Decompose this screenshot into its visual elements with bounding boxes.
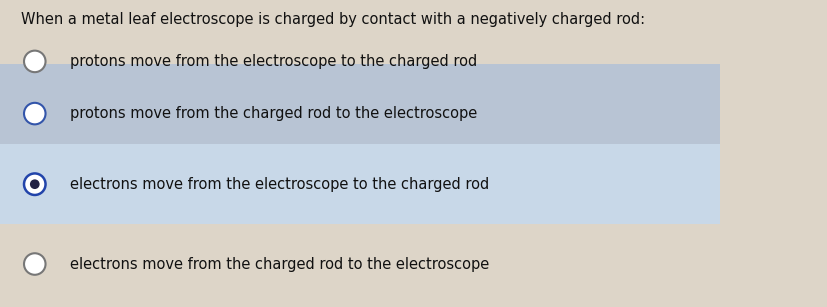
- Text: protons move from the charged rod to the electroscope: protons move from the charged rod to the…: [70, 106, 477, 121]
- Text: electrons move from the electroscope to the charged rod: electrons move from the electroscope to …: [70, 177, 489, 192]
- Text: protons move from the electroscope to the charged rod: protons move from the electroscope to th…: [70, 54, 477, 69]
- FancyBboxPatch shape: [0, 64, 719, 144]
- Ellipse shape: [24, 103, 45, 124]
- Ellipse shape: [24, 51, 45, 72]
- FancyBboxPatch shape: [0, 144, 719, 224]
- Ellipse shape: [30, 179, 40, 189]
- Ellipse shape: [24, 253, 45, 275]
- Ellipse shape: [24, 173, 45, 195]
- Text: electrons move from the charged rod to the electroscope: electrons move from the charged rod to t…: [70, 257, 489, 271]
- Text: When a metal leaf electroscope is charged by contact with a negatively charged r: When a metal leaf electroscope is charge…: [21, 12, 644, 27]
